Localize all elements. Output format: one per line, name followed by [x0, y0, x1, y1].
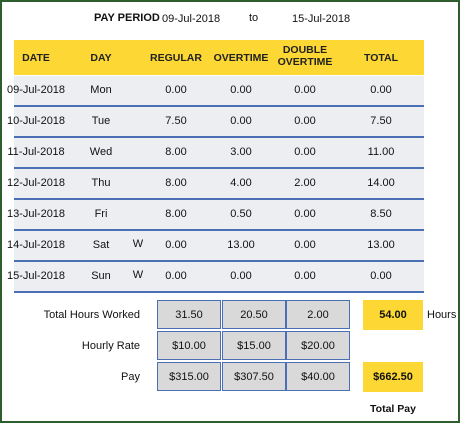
cell-day: Tue	[91, 115, 111, 127]
cell-double: 0.00	[294, 270, 316, 282]
cell-regular: 8.00	[165, 146, 187, 158]
summary-value: $40.00	[301, 371, 335, 383]
cell-regular: 8.00	[165, 177, 187, 189]
summary-box	[286, 362, 350, 391]
column-header: DATE	[22, 52, 50, 64]
period-to: to	[249, 12, 259, 24]
total-box	[363, 362, 423, 392]
summary-box	[157, 362, 221, 391]
table-row	[14, 231, 424, 262]
cell-regular: 0.00	[165, 270, 187, 282]
summary-box	[222, 331, 286, 360]
cell-day: Mon	[90, 84, 112, 96]
cell-overtime: 0.00	[230, 84, 252, 96]
cell-date: 14-Jul-2018	[6, 239, 66, 251]
pay-period-label: PAY PERIOD	[94, 12, 160, 24]
period-start: 09-Jul-2018	[162, 13, 221, 25]
cell-double: 2.00	[294, 177, 316, 189]
summary-box	[286, 331, 350, 360]
table-row	[14, 169, 424, 200]
column-header: DAY	[90, 52, 112, 64]
summary-box	[222, 300, 286, 329]
cell-regular: 7.50	[165, 115, 187, 127]
cell-day: Sun	[91, 270, 111, 282]
cell-double: 0.00	[294, 239, 316, 251]
cell-total: 13.00	[367, 239, 395, 251]
cell-date: 09-Jul-2018	[6, 84, 66, 96]
period-end: 15-Jul-2018	[292, 13, 351, 25]
summary-box	[157, 331, 221, 360]
cell-day: Sat	[92, 239, 110, 251]
cell-double: 0.00	[294, 208, 316, 220]
summary-value: $20.00	[301, 340, 335, 352]
cell-date: 10-Jul-2018	[6, 115, 66, 127]
cell-total: 7.50	[370, 115, 392, 127]
cell-overtime: 0.00	[230, 115, 252, 127]
cell-double: 0.00	[294, 84, 316, 96]
summary-value: $315.00	[169, 371, 209, 383]
cell-overtime: 4.00	[230, 177, 252, 189]
total-box	[363, 300, 423, 330]
summary-value: 2.00	[307, 309, 329, 321]
weekend-flag: W	[132, 238, 144, 250]
cell-day: Fri	[94, 208, 108, 220]
cell-total: 11.00	[367, 146, 395, 158]
cell-double: 0.00	[294, 146, 316, 158]
cell-regular: 8.00	[165, 208, 187, 220]
summary-value: $15.00	[237, 340, 271, 352]
header-row	[14, 40, 424, 75]
table-row	[14, 76, 424, 107]
cell-date: 13-Jul-2018	[6, 208, 66, 220]
summary-value: 31.50	[175, 309, 203, 321]
total-pay-label: Total Pay	[370, 403, 416, 415]
cell-total: 0.00	[370, 270, 392, 282]
summary-total: 54.00	[379, 309, 407, 321]
table-row	[14, 200, 424, 231]
summary-box	[286, 300, 350, 329]
cell-overtime: 3.00	[230, 146, 252, 158]
cell-overtime: 13.00	[227, 239, 255, 251]
summary-total: $662.50	[373, 371, 413, 383]
summary-value: $10.00	[172, 340, 206, 352]
summary-label: Pay	[121, 371, 140, 383]
weekend-flag: W	[132, 269, 144, 281]
summary-box	[222, 362, 286, 391]
cell-regular: 0.00	[165, 239, 187, 251]
cell-date: 11-Jul-2018	[7, 146, 65, 158]
cell-double: 0.00	[294, 115, 316, 127]
cell-total: 14.00	[367, 177, 395, 189]
cell-date: 15-Jul-2018	[6, 270, 66, 282]
cell-overtime: 0.00	[230, 270, 252, 282]
cell-date: 12-Jul-2018	[6, 177, 66, 189]
summary-value: 20.50	[240, 309, 268, 321]
column-header: DOUBLE OVERTIME	[277, 44, 333, 69]
cell-total: 8.50	[370, 208, 392, 220]
unit-label: Hours	[427, 309, 457, 321]
summary-label: Hourly Rate	[81, 340, 140, 352]
cell-overtime: 0.50	[230, 208, 252, 220]
summary-box	[157, 300, 221, 329]
table-row	[14, 107, 424, 138]
cell-total: 0.00	[370, 84, 392, 96]
cell-day: Wed	[89, 146, 113, 158]
cell-day: Thu	[91, 177, 111, 189]
cell-regular: 0.00	[165, 84, 187, 96]
summary-label: Total Hours Worked	[43, 309, 140, 321]
column-header: OVERTIME	[213, 52, 269, 64]
summary-value: $307.50	[234, 371, 274, 383]
column-header: REGULAR	[150, 52, 202, 64]
table-row	[14, 262, 424, 293]
table-row	[14, 138, 424, 169]
column-header: TOTAL	[363, 52, 399, 64]
